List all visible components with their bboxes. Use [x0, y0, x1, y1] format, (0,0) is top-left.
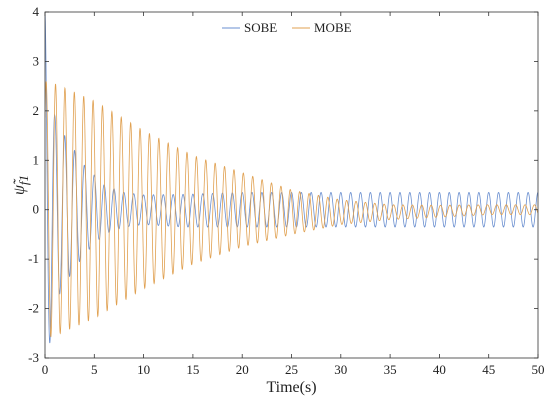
legend-label-sobe: SOBE — [244, 20, 277, 35]
y-tick-label: -2 — [28, 301, 39, 316]
y-tick-label: 1 — [33, 152, 40, 167]
y-tick-label: 4 — [33, 4, 40, 19]
x-tick-label: 45 — [482, 362, 495, 377]
legend-label-mobe: MOBE — [314, 20, 352, 35]
series-line-mobe — [45, 81, 538, 338]
y-tick-label: 3 — [33, 53, 40, 68]
x-tick-label: 40 — [433, 362, 446, 377]
x-tick-label: 20 — [236, 362, 249, 377]
x-axis-label: Time(s) — [266, 379, 316, 396]
x-tick-label: 50 — [532, 362, 545, 377]
y-tick-label: -3 — [28, 350, 39, 365]
series-line-sobe — [45, 12, 538, 344]
y-tick-label: 0 — [33, 202, 40, 217]
x-tick-label: 10 — [137, 362, 150, 377]
x-tick-label: 15 — [186, 362, 199, 377]
legend: SOBE MOBE — [222, 20, 352, 35]
y-tick-label: -1 — [28, 251, 39, 266]
axes: 0 5 10 15 20 25 30 35 40 45 50 -3 -2 -1 0 1 2 3 4 Time(s) ψ̃… — [11, 4, 545, 396]
x-tick-label: 35 — [384, 362, 397, 377]
x-tick-label: 5 — [91, 362, 98, 377]
plot-area — [45, 12, 538, 344]
y-axis-label-group: ψ̃f1 — [11, 175, 31, 195]
x-tick-label: 0 — [42, 362, 49, 377]
x-tick-label: 25 — [285, 362, 298, 377]
y-axis-label: ψ̃f1 — [11, 175, 31, 195]
x-tick-label: 30 — [334, 362, 347, 377]
y-tick-label: 2 — [33, 103, 40, 118]
